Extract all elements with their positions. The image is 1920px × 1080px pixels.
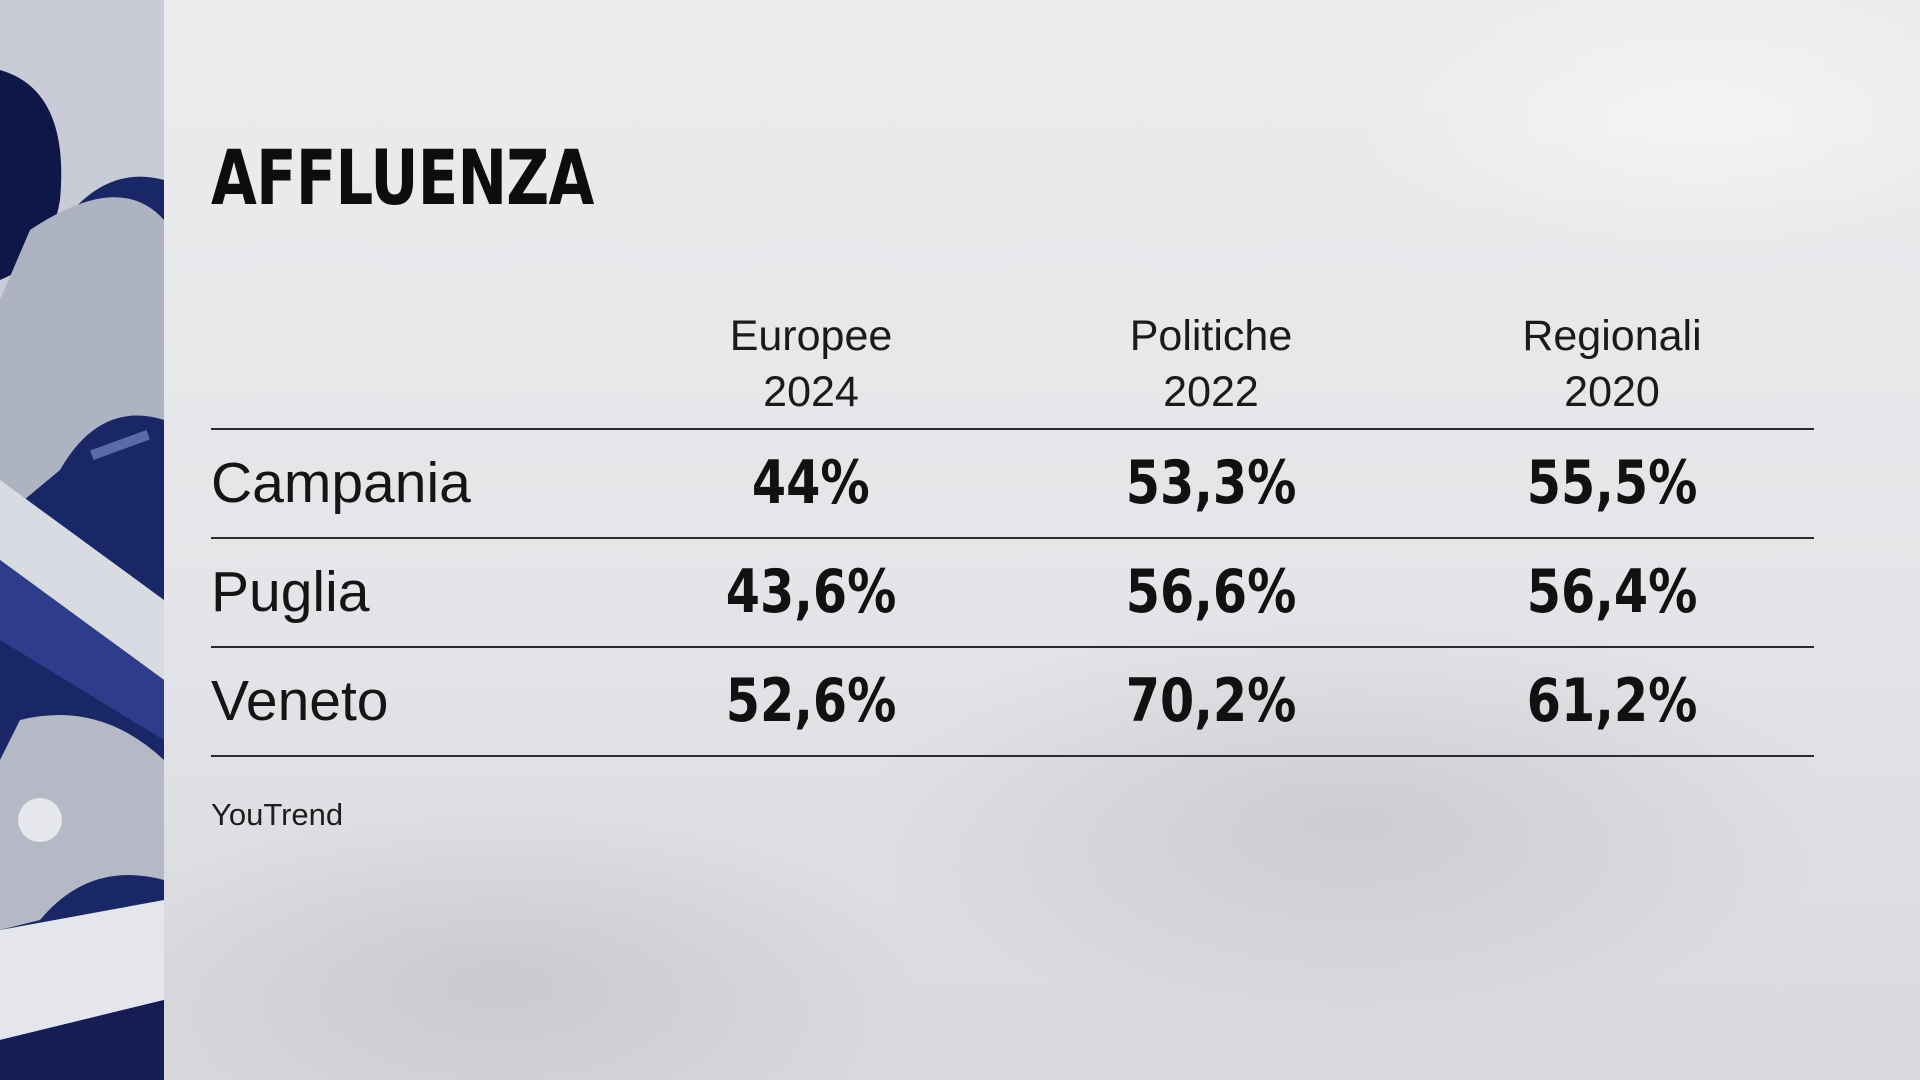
table-divider	[211, 428, 1814, 430]
table-cell: 43,6%	[651, 539, 971, 646]
row-label: Veneto	[211, 669, 389, 733]
table-divider	[211, 537, 1814, 539]
table-row-veneto: Veneto 52,6% 70,2% 61,2%	[211, 648, 1814, 755]
column-header-year: 2024	[763, 368, 859, 416]
cell-value: 44%	[752, 448, 870, 518]
cell-value: 61,2%	[1526, 666, 1698, 736]
cell-value: 53,3%	[1125, 448, 1297, 518]
column-header-year: 2020	[1564, 368, 1660, 416]
column-header-europee: Europee 2024	[651, 308, 971, 420]
column-header-politiche: Politiche 2022	[1051, 308, 1371, 420]
column-header-line: Regionali	[1522, 312, 1702, 360]
turnout-table: Europee 2024 Politiche 2022 Regionali 20…	[211, 308, 1814, 757]
cell-value: 56,4%	[1526, 557, 1698, 627]
table-cell: 53,3%	[1051, 430, 1371, 537]
cell-value: 70,2%	[1125, 666, 1297, 736]
table-cell: 56,4%	[1452, 539, 1772, 646]
decorative-photo-art	[0, 0, 164, 1080]
table-cell: 55,5%	[1452, 430, 1772, 537]
cell-value: 55,5%	[1526, 448, 1698, 518]
column-header-year: 2022	[1163, 368, 1259, 416]
column-header-line: Europee	[729, 312, 893, 360]
table-cell: 56,6%	[1051, 539, 1371, 646]
table-cell: 70,2%	[1051, 648, 1371, 755]
cell-value: 56,6%	[1125, 557, 1297, 627]
table-cell: 52,6%	[651, 648, 971, 755]
column-header-line: Politiche	[1129, 312, 1293, 360]
column-header-regionali: Regionali 2020	[1452, 308, 1772, 420]
table-row-campania: Campania 44% 53,3% 55,5%	[211, 430, 1814, 537]
table-header: Europee 2024 Politiche 2022 Regionali 20…	[211, 308, 1814, 428]
table-row-puglia: Puglia 43,6% 56,6% 56,4%	[211, 539, 1814, 646]
cell-value: 52,6%	[725, 666, 897, 736]
row-label: Campania	[211, 451, 471, 515]
side-decorative-image	[0, 0, 164, 1080]
source-credit: YouTrend	[211, 797, 344, 832]
table-divider	[211, 646, 1814, 648]
row-label: Puglia	[211, 560, 370, 624]
page-title: AFFLUENZA	[211, 133, 594, 222]
table-cell: 44%	[651, 430, 971, 537]
table-cell: 61,2%	[1452, 648, 1772, 755]
table-divider	[211, 755, 1814, 757]
cell-value: 43,6%	[725, 557, 897, 627]
